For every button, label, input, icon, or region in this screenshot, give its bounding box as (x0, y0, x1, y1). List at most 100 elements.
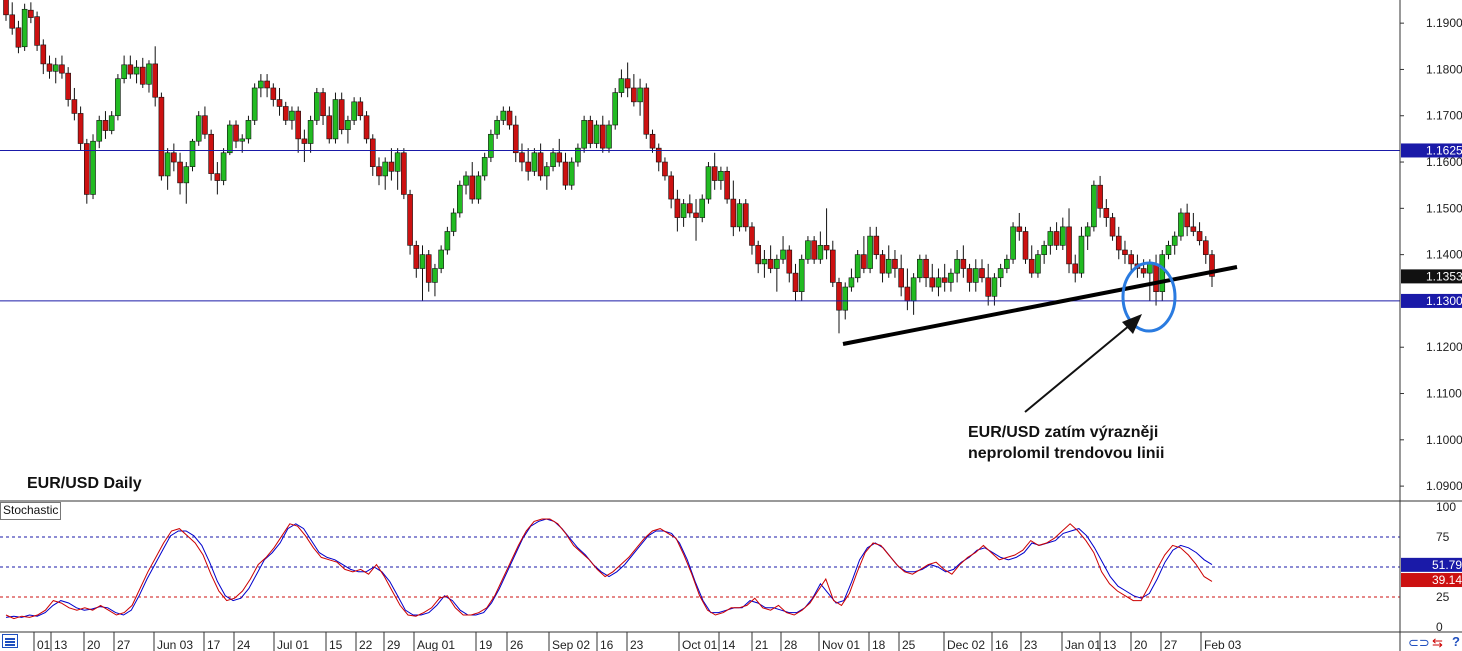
candle-up (226, 124, 233, 154)
candle-down (102, 120, 109, 131)
candle-down (1053, 231, 1060, 246)
candle-up (314, 92, 320, 121)
candle-down (320, 92, 326, 117)
candle-up (761, 258, 768, 265)
x-tick-label: 24 (237, 638, 251, 651)
candle-down (65, 72, 71, 100)
link-icon[interactable]: ⊂⊃ (1408, 635, 1430, 650)
candle-down (1115, 235, 1122, 251)
x-tick-label: 27 (117, 638, 131, 651)
candle-down (425, 254, 432, 283)
candle-down (979, 268, 985, 279)
candle-down (649, 133, 656, 149)
candle-up (568, 161, 575, 186)
y-tick-label: 1.1700 (1426, 109, 1462, 123)
candle-up (544, 166, 550, 177)
candle-down (84, 143, 90, 195)
candle-down (1209, 254, 1215, 277)
candle-up (444, 231, 451, 251)
candle-up (867, 235, 873, 269)
candle-down (158, 96, 165, 177)
x-tick-label: Dec 02 (947, 638, 985, 651)
stoch-tick-label: 100 (1436, 500, 1456, 514)
x-tick-label: 13 (1103, 638, 1117, 651)
candle-up (1060, 226, 1066, 246)
x-tick-label: Nov 01 (822, 638, 860, 651)
candle-down (829, 249, 836, 283)
candle-up (239, 138, 246, 142)
candle-down (1022, 231, 1029, 260)
candle-up (90, 140, 96, 195)
candle-down (624, 78, 631, 89)
candle-down (401, 152, 407, 195)
candle-up (1178, 212, 1184, 237)
candle-down (376, 166, 382, 177)
candle-down (1109, 217, 1116, 237)
y-tick-label: 1.1200 (1426, 340, 1462, 354)
candle-down (1153, 263, 1159, 292)
price-tag-label: 1.1625 (1426, 143, 1462, 157)
candle-down (662, 161, 668, 177)
candle-up (245, 120, 252, 140)
candle-down (1103, 208, 1110, 218)
candle-down (233, 124, 239, 142)
x-tick-label: Aug 01 (417, 638, 455, 651)
candle-up (258, 80, 264, 89)
y-tick-label: 1.1800 (1426, 62, 1462, 76)
candle-down (811, 240, 817, 260)
stoch-tag (1401, 573, 1462, 588)
candle-down (537, 152, 544, 177)
help-icon[interactable]: ? (1452, 634, 1460, 649)
candle-down (59, 64, 65, 74)
candle-up (1047, 231, 1054, 246)
menu-icon[interactable] (2, 634, 18, 648)
x-tick-label: 28 (784, 638, 798, 651)
candle-up (108, 115, 115, 131)
candle-down (1202, 240, 1209, 255)
candle-down (674, 198, 681, 218)
candle-up (251, 87, 258, 121)
x-tick-label: 21 (755, 638, 769, 651)
candle-up (531, 152, 538, 172)
candle-up (575, 147, 581, 163)
candle-up (637, 87, 643, 103)
candle-down (525, 161, 531, 172)
arrow-head (1122, 314, 1142, 334)
candle-down (904, 286, 911, 302)
stochastic-pane (0, 518, 1400, 620)
candle-up (432, 268, 438, 283)
x-tick-label: 22 (359, 638, 373, 651)
candle-up (394, 152, 401, 172)
y-tick-label: 1.1600 (1426, 155, 1462, 169)
x-tick-label: 19 (479, 638, 493, 651)
candle-up (450, 212, 457, 232)
candle-down (71, 99, 78, 114)
candle-up (705, 166, 712, 200)
y-tick-label: 1.0900 (1426, 479, 1462, 493)
candle-up (997, 268, 1004, 279)
candle-up (1091, 184, 1097, 228)
stochastic-label: Stochastic (0, 502, 62, 520)
candle-up (612, 92, 619, 126)
candle-up (842, 286, 849, 311)
candle-down (1097, 184, 1103, 209)
candle-down (873, 235, 880, 255)
candle-up (805, 240, 811, 260)
candle-down (668, 175, 674, 200)
x-tick-label: Sep 02 (552, 638, 590, 651)
candle-up (195, 115, 202, 142)
candle-up (885, 258, 892, 274)
candle-down (1196, 231, 1203, 242)
x-tick-label: 20 (87, 638, 101, 651)
candle-up (550, 152, 556, 167)
x-tick-label: 23 (1024, 638, 1038, 651)
x-tick-label: 01 (37, 638, 51, 651)
candle-down (214, 173, 221, 181)
candle-down (587, 120, 594, 144)
candle-down (388, 161, 395, 172)
candle-up (848, 277, 855, 288)
candle-down (929, 277, 936, 288)
annotation-line-1: EUR/USD zatím výrazněji (968, 424, 1158, 441)
arrows-icon[interactable]: ⇆ (1432, 635, 1443, 650)
candle-down (767, 258, 774, 269)
